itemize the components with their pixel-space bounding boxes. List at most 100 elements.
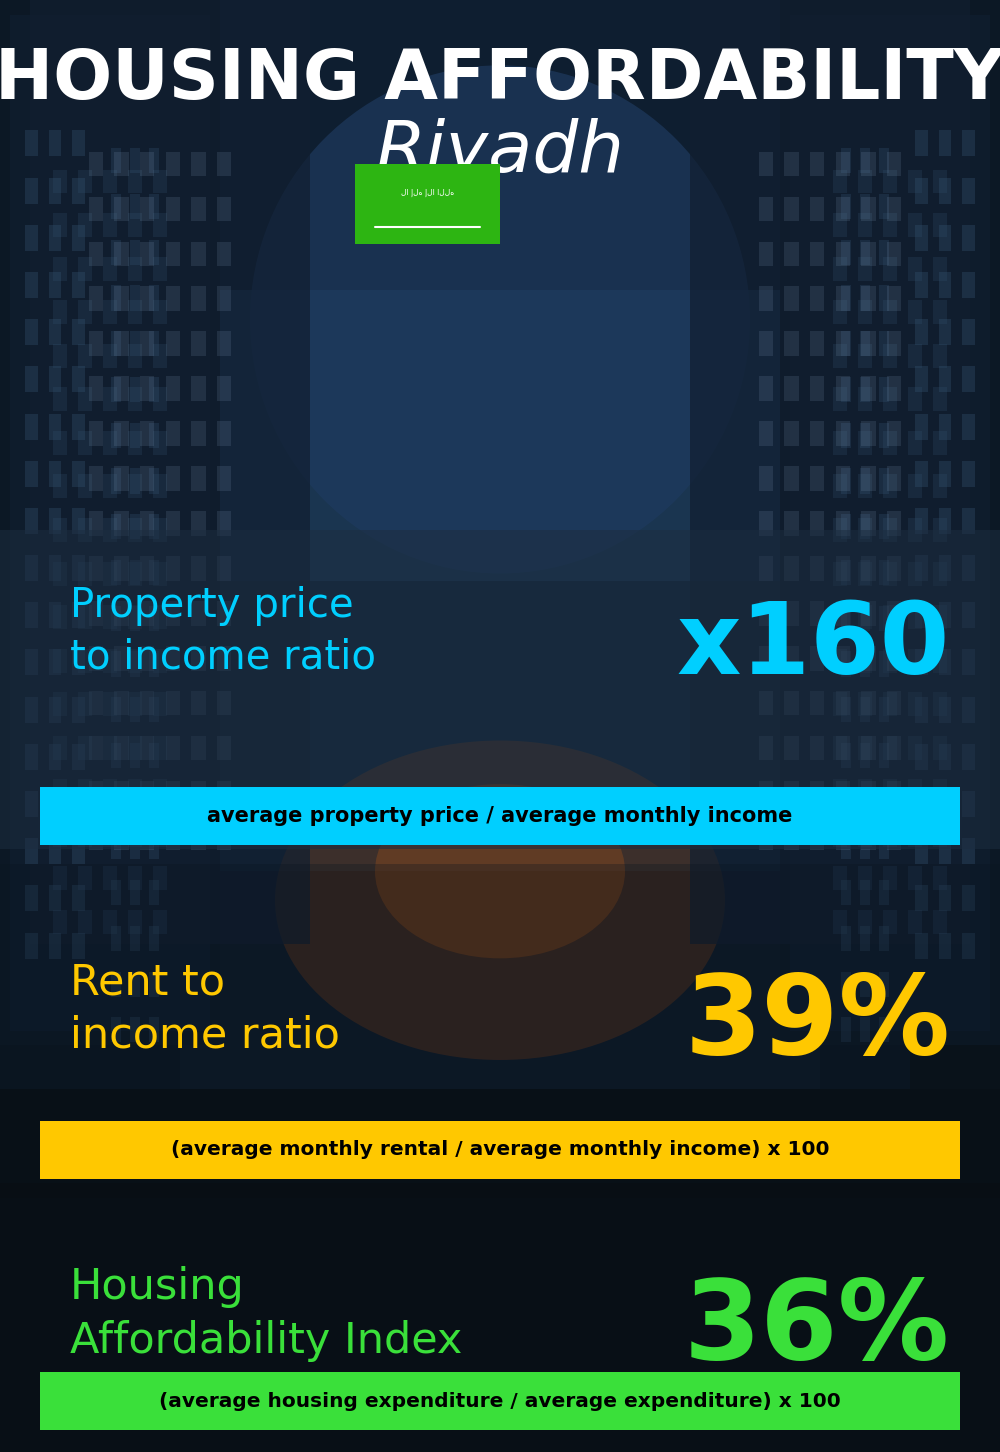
Bar — [908, 431, 922, 454]
Bar — [908, 823, 922, 847]
Bar — [933, 344, 947, 367]
Bar — [841, 697, 851, 722]
Bar — [784, 646, 799, 671]
Bar — [114, 781, 129, 806]
Bar — [858, 518, 872, 542]
Bar — [908, 605, 922, 629]
Bar — [879, 378, 889, 402]
Bar — [915, 743, 928, 770]
Bar — [879, 1018, 889, 1043]
Bar — [49, 225, 61, 251]
Bar — [833, 170, 847, 193]
Text: (average housing expenditure / average expenditure) x 100: (average housing expenditure / average e… — [159, 1391, 841, 1411]
Bar — [879, 743, 889, 768]
Bar — [130, 240, 140, 264]
Bar — [166, 556, 180, 581]
Bar — [49, 366, 61, 392]
Bar — [833, 867, 847, 890]
Bar — [103, 518, 117, 542]
Bar — [833, 736, 847, 759]
Bar — [0, 1162, 1000, 1452]
Bar — [962, 649, 975, 675]
Bar — [149, 331, 159, 356]
Bar — [191, 466, 206, 491]
Bar — [933, 257, 947, 280]
Bar — [908, 736, 922, 759]
Bar — [939, 886, 951, 912]
Bar — [49, 414, 61, 440]
Bar — [887, 421, 901, 446]
Bar — [915, 697, 928, 723]
Bar — [128, 344, 142, 367]
Bar — [114, 736, 129, 761]
Bar — [191, 511, 206, 536]
Bar — [810, 646, 824, 671]
Bar — [939, 743, 951, 770]
Bar — [114, 286, 129, 311]
Bar — [140, 826, 154, 851]
Bar — [111, 971, 121, 996]
Bar — [933, 823, 947, 847]
Bar — [836, 286, 850, 311]
Bar — [128, 170, 142, 193]
Text: 39%: 39% — [684, 970, 950, 1077]
Bar — [25, 131, 38, 157]
Text: 36%: 36% — [684, 1275, 950, 1382]
Bar — [191, 196, 206, 221]
Bar — [153, 213, 167, 237]
Bar — [833, 388, 847, 411]
Bar — [191, 421, 206, 446]
Bar — [915, 886, 928, 912]
Bar — [858, 562, 872, 585]
Bar — [908, 867, 922, 890]
Bar — [933, 431, 947, 454]
Bar — [810, 286, 824, 311]
Bar — [883, 170, 897, 193]
Bar — [111, 652, 121, 677]
Bar — [836, 826, 850, 851]
Bar — [103, 605, 117, 629]
Bar — [810, 556, 824, 581]
Bar — [153, 301, 167, 324]
Bar — [887, 556, 901, 581]
Bar — [130, 652, 140, 677]
Bar — [89, 331, 103, 356]
Bar — [858, 736, 872, 759]
Bar — [833, 823, 847, 847]
Bar — [217, 331, 231, 356]
Bar — [191, 556, 206, 581]
Bar — [153, 649, 167, 672]
Bar — [887, 781, 901, 806]
Bar — [53, 910, 67, 934]
Bar — [860, 469, 870, 494]
Bar — [25, 272, 38, 298]
Bar — [191, 241, 206, 266]
Bar — [939, 791, 951, 817]
Bar — [861, 781, 876, 806]
Bar — [883, 910, 897, 934]
Bar — [25, 177, 38, 203]
Bar — [53, 213, 67, 237]
Bar — [217, 376, 231, 401]
Bar — [933, 736, 947, 759]
Bar — [149, 926, 159, 951]
Bar — [53, 823, 67, 847]
Bar — [887, 241, 901, 266]
Bar — [810, 601, 824, 626]
Bar — [217, 511, 231, 536]
Bar — [933, 301, 947, 324]
Bar — [879, 926, 889, 951]
Bar — [883, 475, 897, 498]
Bar — [89, 151, 103, 176]
Bar — [166, 646, 180, 671]
Bar — [89, 466, 103, 491]
Bar — [759, 736, 773, 761]
Bar — [49, 460, 61, 486]
Bar — [130, 926, 140, 951]
Bar — [166, 466, 180, 491]
Bar — [836, 736, 850, 761]
Bar — [962, 319, 975, 346]
Bar — [140, 376, 154, 401]
Bar — [933, 170, 947, 193]
Bar — [217, 196, 231, 221]
